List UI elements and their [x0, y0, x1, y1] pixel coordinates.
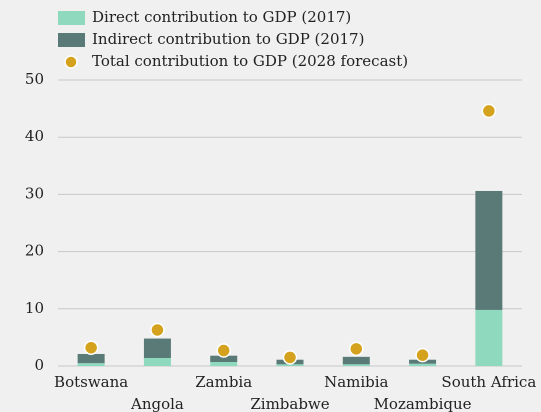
- legend-label: Total contribution to GDP (2028 forecast…: [92, 52, 408, 70]
- x-tick-label: Zambia: [195, 373, 252, 391]
- y-tick-label: 10: [25, 299, 44, 317]
- dot: [282, 350, 298, 365]
- dot: [481, 103, 497, 119]
- dot: [83, 340, 99, 355]
- dot: [415, 347, 430, 363]
- bar-segment: [210, 355, 238, 362]
- x-tick-label: Zimbabwe: [250, 395, 329, 412]
- dot: [349, 341, 364, 357]
- dot: [216, 343, 231, 358]
- legend-swatch: [58, 11, 85, 25]
- bar-segment: [77, 363, 105, 366]
- y-tick-label: 20: [25, 242, 44, 260]
- x-tick-label: Angola: [130, 395, 184, 412]
- bar-segment: [77, 353, 105, 364]
- legend-swatch: [58, 33, 85, 47]
- legend-label: Indirect contribution to GDP (2017): [92, 30, 364, 48]
- bar-segment: [342, 356, 370, 365]
- bar-segment: [342, 364, 370, 366]
- bar-segment: [210, 361, 238, 366]
- x-tick-label: South Africa: [441, 373, 536, 391]
- y-tick-label: 50: [25, 70, 44, 88]
- x-tick-label: Mozambique: [374, 395, 472, 412]
- bar-segment: [409, 363, 437, 366]
- bar-segment: [143, 357, 171, 366]
- y-tick-label: 30: [25, 184, 44, 202]
- bar-segment: [475, 309, 503, 366]
- x-tick-label: Namibia: [324, 373, 388, 391]
- bar-segment: [143, 338, 171, 358]
- y-tick-label: 0: [34, 356, 44, 374]
- y-tick-label: 40: [25, 127, 44, 145]
- dot: [150, 322, 165, 338]
- bar-segment: [475, 190, 503, 310]
- bar-segment: [276, 364, 304, 366]
- legend-marker: [64, 55, 78, 69]
- x-tick-label: Botswana: [54, 373, 128, 391]
- legend-label: Direct contribution to GDP (2017): [92, 8, 351, 26]
